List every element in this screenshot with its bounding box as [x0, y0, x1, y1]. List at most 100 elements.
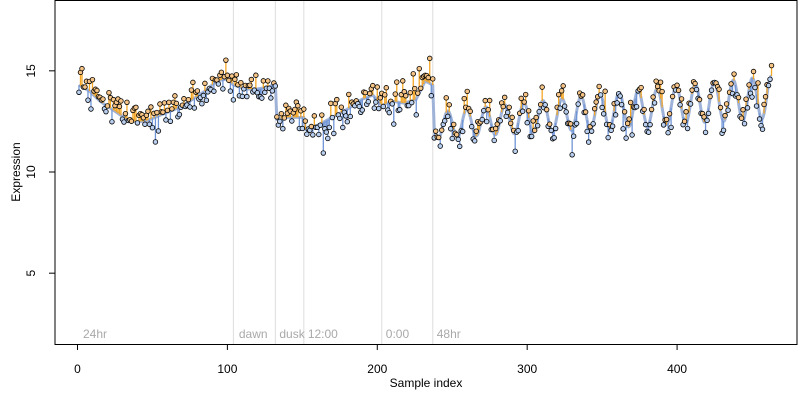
data-point	[94, 87, 100, 94]
data-point	[439, 127, 445, 133]
data-point	[187, 104, 193, 110]
data-point	[617, 93, 623, 99]
data-point	[493, 125, 499, 132]
y-tick-label: 10	[24, 165, 38, 179]
data-point	[223, 57, 229, 63]
data-point	[272, 83, 279, 89]
data-point	[181, 96, 187, 102]
data-point	[365, 98, 371, 105]
data-point	[274, 114, 280, 120]
data-point	[203, 97, 210, 103]
plot-frame	[54, 0, 798, 345]
y-tick-label: 5	[24, 270, 38, 277]
data-point	[277, 118, 283, 125]
data-point	[479, 116, 485, 123]
data-point	[484, 118, 490, 125]
data-point	[684, 125, 691, 132]
data-point	[410, 71, 416, 77]
data-point	[552, 125, 559, 132]
x-tick-label: 300	[517, 362, 537, 376]
data-point	[524, 120, 530, 126]
data-point	[602, 88, 608, 94]
data-point	[253, 72, 259, 78]
data-point	[121, 119, 127, 125]
data-point	[638, 84, 644, 91]
data-point	[383, 85, 389, 91]
data-point	[104, 103, 111, 109]
data-point	[657, 79, 664, 85]
data-point	[133, 104, 139, 111]
data-point	[618, 101, 625, 108]
data-point	[280, 126, 286, 132]
data-point	[455, 136, 461, 143]
x-axis-title: Sample index	[390, 376, 463, 390]
data-point	[308, 123, 315, 130]
phase-label: dusk	[279, 327, 305, 341]
data-point	[448, 126, 454, 132]
data-point	[427, 55, 433, 62]
data-point	[650, 94, 656, 100]
data-point	[746, 82, 752, 88]
data-point	[579, 92, 586, 98]
data-point	[451, 121, 457, 128]
data-point	[642, 121, 649, 128]
data-point	[89, 76, 96, 83]
data-point	[109, 119, 115, 125]
data-point	[585, 139, 592, 145]
data-point	[157, 101, 163, 107]
data-point	[504, 109, 511, 116]
data-point	[755, 80, 761, 86]
data-point	[340, 124, 346, 131]
data-point	[238, 80, 244, 86]
data-point	[582, 109, 589, 115]
data-point	[338, 104, 345, 110]
data-point	[323, 129, 330, 135]
data-point	[660, 122, 667, 128]
data-point	[374, 84, 380, 90]
data-point	[621, 109, 628, 115]
data-point	[226, 77, 232, 84]
data-point	[481, 107, 487, 114]
data-point	[678, 96, 685, 102]
data-point	[169, 106, 175, 112]
data-point	[629, 132, 635, 138]
data-point	[446, 102, 452, 108]
data-point	[215, 81, 222, 87]
data-point	[749, 94, 755, 100]
data-point	[738, 115, 745, 121]
data-point	[522, 91, 529, 98]
data-point	[567, 121, 574, 127]
data-point	[530, 118, 536, 124]
data-point	[449, 135, 455, 142]
data-point	[485, 106, 491, 113]
data-point	[654, 83, 661, 90]
data-point	[437, 143, 443, 149]
data-point	[391, 121, 397, 127]
data-point	[331, 130, 337, 137]
phase-label: 0:00	[386, 327, 410, 341]
data-point	[310, 132, 316, 138]
data-point	[653, 78, 659, 84]
data-point	[392, 91, 398, 97]
data-point	[696, 96, 703, 103]
data-point	[118, 98, 124, 104]
phase-label-layer: 24hr dawn dusk 12:00 0:00 48hr	[83, 327, 461, 341]
data-point	[176, 111, 183, 118]
data-point	[588, 128, 595, 134]
data-point	[740, 107, 746, 113]
data-point	[386, 109, 392, 116]
data-point	[620, 126, 626, 132]
data-point	[599, 104, 605, 111]
data-point	[185, 96, 192, 103]
data-point	[334, 96, 340, 103]
data-point	[85, 97, 91, 103]
data-point	[506, 104, 512, 110]
data-point	[152, 139, 159, 145]
data-point	[394, 79, 400, 85]
data-point	[487, 97, 493, 104]
data-point	[725, 107, 731, 113]
data-point	[720, 127, 727, 134]
data-point	[371, 105, 377, 111]
